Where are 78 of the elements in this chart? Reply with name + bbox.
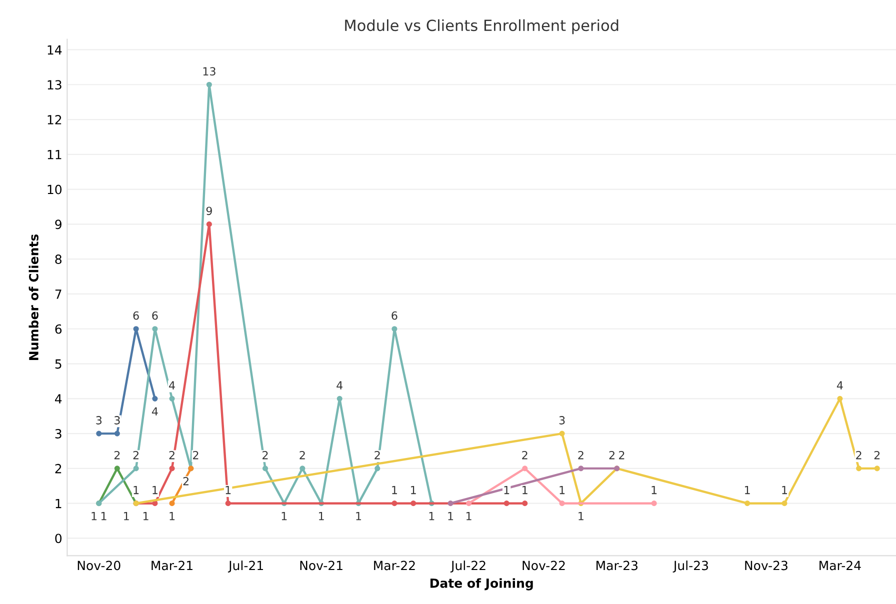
- y-tick-label: 1: [56, 498, 62, 508]
- data-label: 1: [356, 512, 362, 520]
- x-axis-title: Date of Joining: [430, 578, 533, 590]
- data-label: 4: [152, 407, 158, 416]
- y-axis-title: Number of Clients: [28, 234, 38, 360]
- y-tick-label: 11: [48, 150, 62, 160]
- y-tick-label: 0: [55, 534, 62, 544]
- data-label: 1: [652, 486, 657, 494]
- data-label: 1: [429, 512, 434, 520]
- data-label: 9: [206, 206, 212, 216]
- data-label: 1: [504, 486, 510, 494]
- data-label: 1: [319, 512, 324, 520]
- data-label: 2: [133, 450, 138, 460]
- data-label: 1: [392, 486, 397, 494]
- data-label: 2: [169, 450, 174, 460]
- data-label: 1: [152, 486, 158, 494]
- x-tick-label: Nov-23: [745, 560, 788, 570]
- x-tick-label: Mar-23: [596, 560, 638, 570]
- data-label: 1: [282, 512, 287, 520]
- data-label: 1: [143, 512, 148, 520]
- chart-title: Module vs Clients Enrollment period: [345, 19, 618, 34]
- data-label: 1: [578, 512, 584, 520]
- x-tick-label: Mar-24: [820, 560, 861, 570]
- y-tick-label: 3: [55, 429, 62, 438]
- data-label: 4: [169, 381, 175, 390]
- x-tick-label: Nov-22: [522, 560, 565, 570]
- y-tick-label: 14: [48, 45, 62, 54]
- y-tick-label: 4: [54, 394, 62, 404]
- data-label: 1: [411, 486, 416, 494]
- x-tick-label: Jul-22: [450, 560, 486, 573]
- data-label: 2: [114, 450, 120, 460]
- data-label: 1: [744, 486, 750, 494]
- data-label: 1: [92, 512, 97, 520]
- data-label: 2: [374, 450, 380, 460]
- data-label: 2: [262, 450, 268, 460]
- data-label: 6: [152, 311, 158, 320]
- x-tick-label: Mar-22: [374, 560, 415, 570]
- y-tick-label: 6: [55, 324, 62, 334]
- data-label: 1: [448, 512, 454, 520]
- data-label: 2: [300, 450, 305, 460]
- data-label: 2: [578, 450, 584, 460]
- y-tick-label: 10: [48, 184, 62, 194]
- y-tick-label: 2: [55, 464, 62, 474]
- data-label: 2: [619, 450, 624, 460]
- data-label: 1: [134, 486, 139, 494]
- y-tick-label: 7: [55, 290, 62, 299]
- data-label: 6: [133, 311, 139, 320]
- data-label: 1: [522, 486, 528, 494]
- data-label: 4: [336, 381, 343, 390]
- data-label: 13: [203, 67, 216, 76]
- data-label: 2: [856, 450, 862, 460]
- y-tick-label: 5: [55, 359, 62, 369]
- data-label: 4: [836, 381, 843, 390]
- y-tick-label: 12: [48, 114, 62, 124]
- data-label: 2: [522, 450, 528, 460]
- x-tick-label: Jul-23: [672, 560, 708, 573]
- data-label: 2: [609, 450, 614, 460]
- data-label: 2: [183, 476, 188, 486]
- data-label: 3: [96, 416, 102, 424]
- data-label: 2: [874, 450, 880, 460]
- data-label: 1: [170, 512, 175, 520]
- data-label: 1: [560, 486, 565, 494]
- data-label: 1: [466, 512, 472, 520]
- data-label: 1: [124, 512, 129, 520]
- data-label: 1: [101, 512, 106, 520]
- data-label: 3: [559, 416, 565, 424]
- data-label: 1: [226, 486, 231, 494]
- data-label: 3: [114, 416, 120, 424]
- x-tick-label: Nov-20: [78, 560, 120, 570]
- x-tick-label: Nov-21: [300, 560, 342, 570]
- x-tick-label: Jul-21: [228, 560, 263, 573]
- data-label: 2: [193, 450, 198, 460]
- x-tick-label: Mar-21: [152, 560, 192, 570]
- y-tick-label: 9: [55, 220, 62, 230]
- data-label: 1: [782, 486, 787, 494]
- y-tick-label: 13: [48, 80, 62, 90]
- y-tick-label: 8: [55, 254, 62, 264]
- data-label: 6: [392, 311, 398, 320]
